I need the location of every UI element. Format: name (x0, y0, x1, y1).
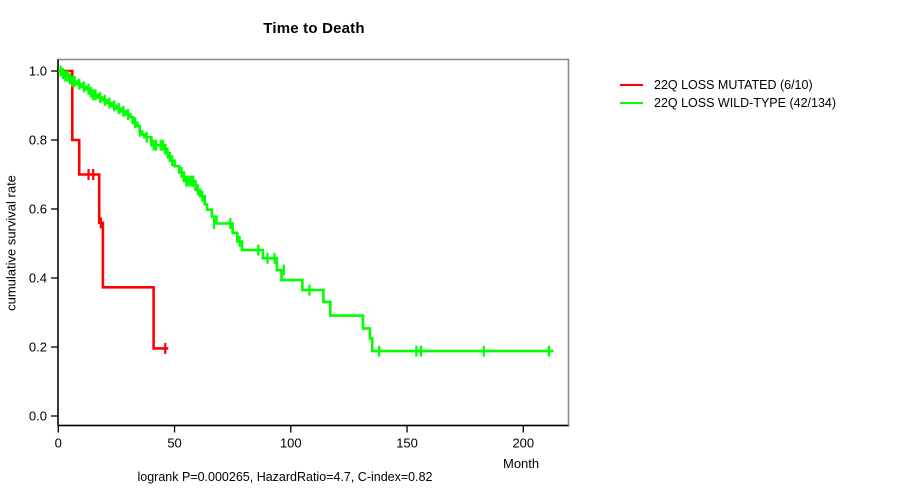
legend-line-swatch (620, 102, 643, 104)
y-tick-label: 0.4 (29, 271, 47, 286)
plot-box (57, 58, 570, 427)
y-tick-label: 1.0 (29, 64, 47, 79)
x-tick-label: 50 (167, 436, 181, 451)
legend-label: 22Q LOSS WILD-TYPE (42/134) (654, 96, 837, 110)
wildtype-curve (58, 69, 554, 353)
legend-item-1: 22Q LOSS WILD-TYPE (42/134) (620, 96, 836, 110)
x-tick-label: 0 (55, 436, 62, 451)
x-tick-label: 100 (280, 436, 302, 451)
x-axis-title: Month (503, 456, 540, 471)
legend-line-swatch (620, 84, 643, 86)
mutated-curve (58, 69, 169, 350)
legend-label: 22Q LOSS MUTATED (6/10) (654, 78, 813, 92)
y-tick-label: 0.8 (29, 133, 47, 148)
y-tick-label: 0.0 (29, 409, 47, 424)
legend: 22Q LOSS MUTATED (6/10) 22Q LOSS WILD-TYP… (620, 78, 836, 110)
y-tick-label: 0.2 (29, 340, 47, 355)
chart-title: Time to Death (263, 20, 365, 37)
y-axis-title: cumulative survival rate (3, 175, 19, 311)
legend-item-0: 22Q LOSS MUTATED (6/10) (620, 78, 836, 92)
y-tick-label: 0.6 (29, 202, 47, 217)
x-tick-label: 150 (396, 436, 418, 451)
stats-annotation: logrank P=0.000265, HazardRatio=4.7, C-i… (137, 470, 433, 484)
x-tick-label: 200 (512, 436, 534, 451)
